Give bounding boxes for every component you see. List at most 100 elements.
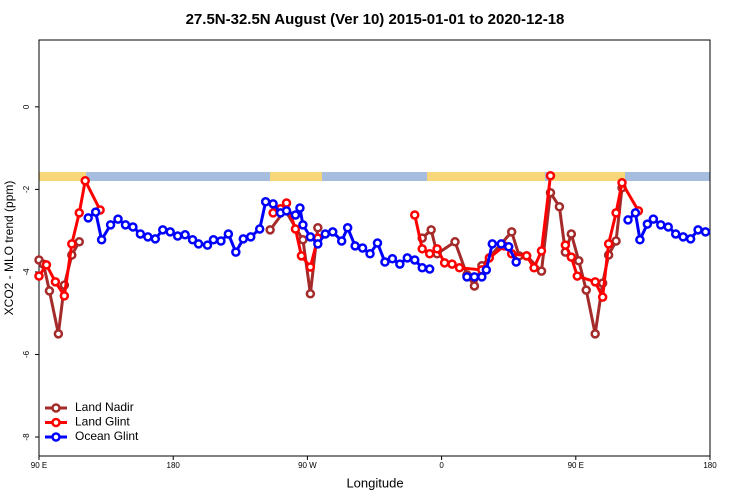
data-point [469,281,480,291]
data-point [281,206,292,216]
x-axis-label: Longitude [346,475,403,490]
data-point [417,244,427,254]
data-point [450,237,460,247]
data-point [503,242,514,252]
data-point [506,227,517,237]
data-point [432,244,442,254]
data-point [424,249,435,259]
data-point [265,225,275,235]
data-point [50,277,61,287]
data-point [327,227,338,237]
y-tick-label: -8 [22,433,31,441]
data-point [597,292,608,302]
data-point [143,232,153,242]
data-point [80,175,90,186]
data-point [462,272,472,282]
data-point [678,232,688,242]
data-point [623,215,633,225]
data-point [395,259,405,269]
data-point [447,259,457,269]
data-point [290,224,301,234]
data-point [670,229,681,239]
land-strip [39,172,86,181]
data-point [521,251,532,261]
data-point [96,234,107,245]
y-tick-label: -2 [22,185,31,193]
data-point [150,234,161,244]
land-strip [548,172,625,181]
data-point [268,208,278,218]
y-tick-label: -6 [22,350,31,358]
data-point [536,246,547,256]
data-point [387,253,398,264]
legend-label: Ocean Glint [75,429,139,443]
land-strip [270,172,322,181]
data-point [590,277,600,287]
data-point [648,214,659,224]
data-point [238,234,249,244]
data-point [566,229,577,239]
data-point [410,255,420,265]
legend-label: Land Glint [75,415,130,429]
data-point [298,234,308,245]
land-strip [427,172,545,181]
y-tick-label: 0 [22,104,31,109]
data-point [454,263,465,273]
data-point [120,220,131,230]
data-point [74,208,85,218]
plot-frame [38,39,711,457]
data-point [372,238,383,248]
data-point [417,263,427,273]
data-point [105,220,116,230]
data-point [635,234,645,245]
data-point [545,171,556,181]
data-point [180,230,190,240]
data-point [313,223,323,233]
data-point [34,271,44,281]
data-point [53,329,64,339]
data-point [305,232,316,242]
data-point [560,240,571,250]
data-point [231,247,241,257]
data-point [611,236,621,246]
data-point [202,240,213,250]
data-point [574,256,584,266]
data-point [380,257,390,267]
data-point [481,265,492,275]
x-tick-label: 180 [703,461,717,470]
legend-marker [51,432,61,442]
data-point [113,214,123,224]
data-point [357,243,368,253]
data-point [254,224,265,234]
data-point [554,201,565,212]
y-tick-label: -4 [22,268,31,276]
data-point [158,225,168,235]
x-tick-label: 90 W [298,461,317,470]
data-point [469,272,480,282]
data-point [128,222,138,232]
data-point [193,239,204,249]
data-point [410,210,420,220]
data-point [305,262,316,272]
data-point [603,239,614,249]
chart-title: 27.5N-32.5N August (Ver 10) 2015-01-01 t… [186,11,565,28]
data-point [320,229,331,239]
x-tick-label: 90 E [31,461,47,470]
data-point [216,236,226,246]
data-point [424,264,435,274]
legend-marker [51,403,61,413]
x-tick-label: 90 E [568,461,584,470]
data-point [281,198,292,208]
data-point [208,234,219,245]
data-point [290,210,301,220]
data-point [611,208,621,218]
data-point [305,289,316,299]
data-point [693,225,703,235]
data-point [296,251,307,261]
data-point [298,220,308,230]
data-point [581,285,591,295]
data-point [172,231,183,241]
